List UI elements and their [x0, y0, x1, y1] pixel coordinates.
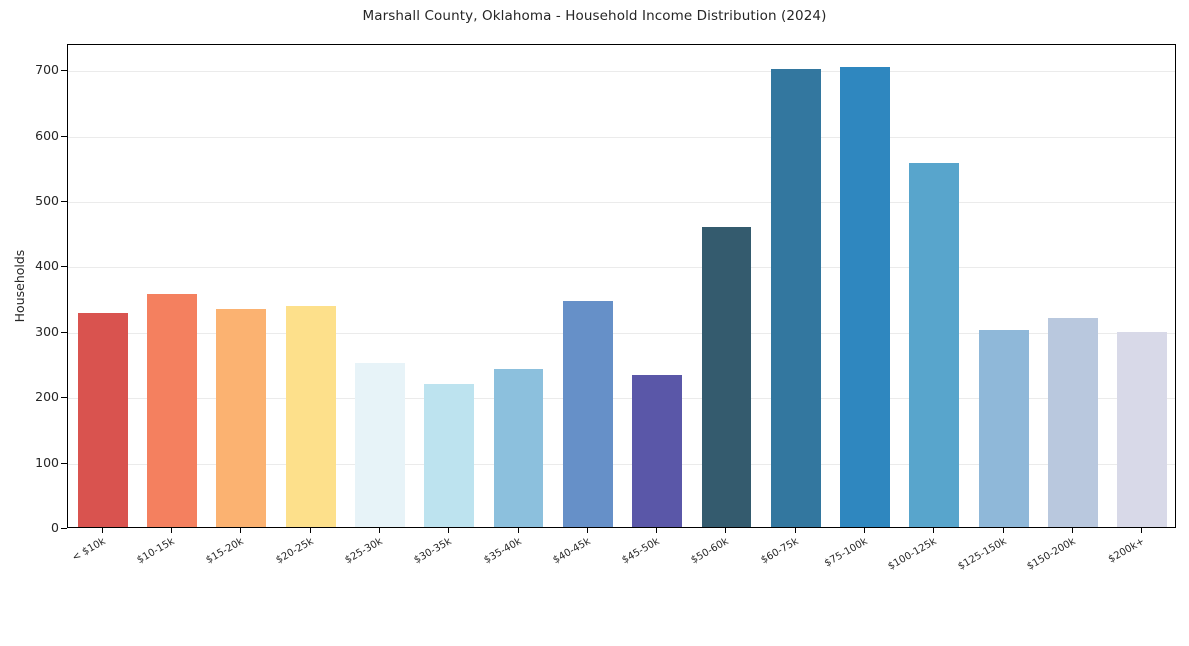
y-tick-label: 100	[35, 454, 59, 470]
y-tick-label: 200	[35, 389, 59, 405]
x-tick-mark	[1141, 528, 1143, 533]
y-tick-label: 600	[35, 127, 59, 143]
gridline	[68, 398, 1175, 400]
x-tick-mark	[864, 528, 866, 533]
x-tick-mark	[240, 528, 242, 533]
y-tick-mark	[61, 397, 67, 399]
x-tick-mark	[170, 528, 172, 533]
gridline	[68, 463, 1175, 465]
bar	[978, 330, 1029, 527]
x-tick-mark	[378, 528, 380, 533]
chart-title: Marshall County, Oklahoma - Household In…	[362, 8, 827, 24]
y-tick-mark	[61, 70, 67, 72]
x-tick-mark	[794, 528, 796, 533]
bar	[424, 383, 475, 527]
x-tick-mark	[586, 528, 588, 533]
y-tick-label: 700	[35, 62, 59, 78]
chart-figure: Marshall County, Oklahoma - Household In…	[12, 8, 1176, 573]
x-tick-mark	[101, 528, 103, 533]
bar	[285, 305, 336, 527]
x-tick-mark	[309, 528, 311, 533]
x-tick-mark	[933, 528, 935, 533]
bar	[1117, 332, 1168, 527]
x-tick-mark	[517, 528, 519, 533]
bar	[632, 374, 683, 527]
y-tick-label: 500	[35, 192, 59, 208]
bar	[1048, 317, 1098, 527]
y-tick-mark	[61, 266, 67, 268]
y-tick-mark	[61, 135, 67, 137]
bar	[840, 66, 891, 527]
y-tick-label: 400	[35, 258, 59, 274]
y-tick-label: 0	[51, 520, 59, 535]
y-tick-mark	[61, 462, 67, 464]
bar-series	[68, 45, 1175, 527]
gridline	[68, 332, 1175, 334]
x-tick-mark	[1072, 528, 1074, 533]
bar	[147, 293, 197, 527]
bar	[77, 313, 128, 527]
y-tick-mark	[61, 200, 67, 202]
bar	[216, 308, 267, 527]
x-tick-mark	[448, 528, 450, 533]
bar	[909, 162, 960, 527]
gridline	[68, 136, 1175, 138]
x-tick-mark	[656, 528, 658, 533]
bar	[493, 369, 544, 527]
x-tick-mark	[1002, 528, 1004, 533]
gridline	[68, 267, 1175, 269]
bar	[701, 227, 752, 527]
y-tick-mark	[61, 331, 67, 333]
gridline	[68, 71, 1175, 73]
x-tick-mark	[725, 528, 727, 533]
gridline	[68, 201, 1175, 203]
bar	[354, 362, 405, 527]
y-tick-mark	[61, 528, 67, 529]
plot-area	[67, 44, 1176, 528]
bar	[562, 301, 613, 527]
y-tick-label: 300	[35, 323, 59, 339]
bar	[770, 69, 821, 527]
